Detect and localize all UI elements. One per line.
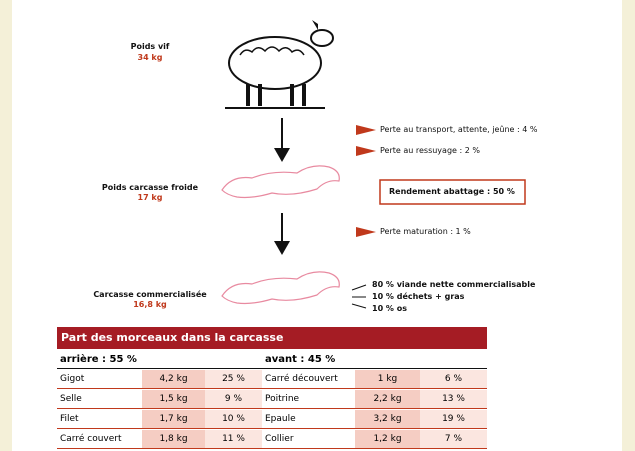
breakdown: 80 % viande nette commercialisable xyxy=(372,280,535,289)
loss: Perte au transport, attente, jeûne : 4 % xyxy=(380,125,537,134)
step-label: Poids carcasse froide xyxy=(80,183,220,192)
cut-name: Gigot xyxy=(57,370,142,389)
step-value: 34 kg xyxy=(110,53,190,62)
breakdown: 10 % déchets + gras xyxy=(372,292,464,301)
cut-name: Selle xyxy=(57,390,142,409)
breakdown-arrows xyxy=(352,285,366,308)
group-heading: arrière : 55 % xyxy=(57,350,262,369)
sheep xyxy=(225,20,333,108)
step-label: Poids vif xyxy=(110,42,190,51)
cut-weight: 1,7 kg xyxy=(142,410,205,429)
cut-share: 13 % xyxy=(420,390,487,409)
cut-weight: 3,2 kg xyxy=(355,410,420,429)
step-label: Carcasse commercialisée xyxy=(70,290,230,299)
cut-weight: 1,5 kg xyxy=(142,390,205,409)
group-heading: avant : 45 % xyxy=(262,350,487,369)
table-title: Part des morceaux dans la carcasse xyxy=(57,327,487,349)
cut-weight: 2,2 kg xyxy=(355,390,420,409)
cut-share: 11 % xyxy=(205,430,262,449)
cut-name: Collier xyxy=(262,430,355,449)
loss: Perte maturation : 1 % xyxy=(380,227,471,236)
cut-name: Carré découvert xyxy=(262,370,355,389)
loss: Perte au ressuyage : 2 % xyxy=(380,146,480,155)
cut-weight: 1,8 kg xyxy=(142,430,205,449)
cut-share: 10 % xyxy=(205,410,262,429)
yield: Rendement abattage : 50 % xyxy=(389,187,515,196)
cut-share: 25 % xyxy=(205,370,262,389)
cut-share: 9 % xyxy=(205,390,262,409)
cut-name: Poitrine xyxy=(262,390,355,409)
cut-share: 6 % xyxy=(420,370,487,389)
cut-weight: 4,2 kg xyxy=(142,370,205,389)
step-value: 17 kg xyxy=(80,193,220,202)
cut-weight: 1,2 kg xyxy=(355,430,420,449)
cut-name: Epaule xyxy=(262,410,355,429)
cut-share: 7 % xyxy=(420,430,487,449)
cut-name: Carré couvert xyxy=(57,430,142,449)
cut-name: Filet xyxy=(57,410,142,429)
breakdown: 10 % os xyxy=(372,304,407,313)
page: Poids vif 34 kg Poids carcasse froide 17… xyxy=(0,0,635,451)
cut-share: 19 % xyxy=(420,410,487,429)
carcasses xyxy=(222,166,339,304)
flow-arrows xyxy=(274,118,290,255)
cut-weight: 1 kg xyxy=(355,370,420,389)
step-value: 16,8 kg xyxy=(70,300,230,309)
